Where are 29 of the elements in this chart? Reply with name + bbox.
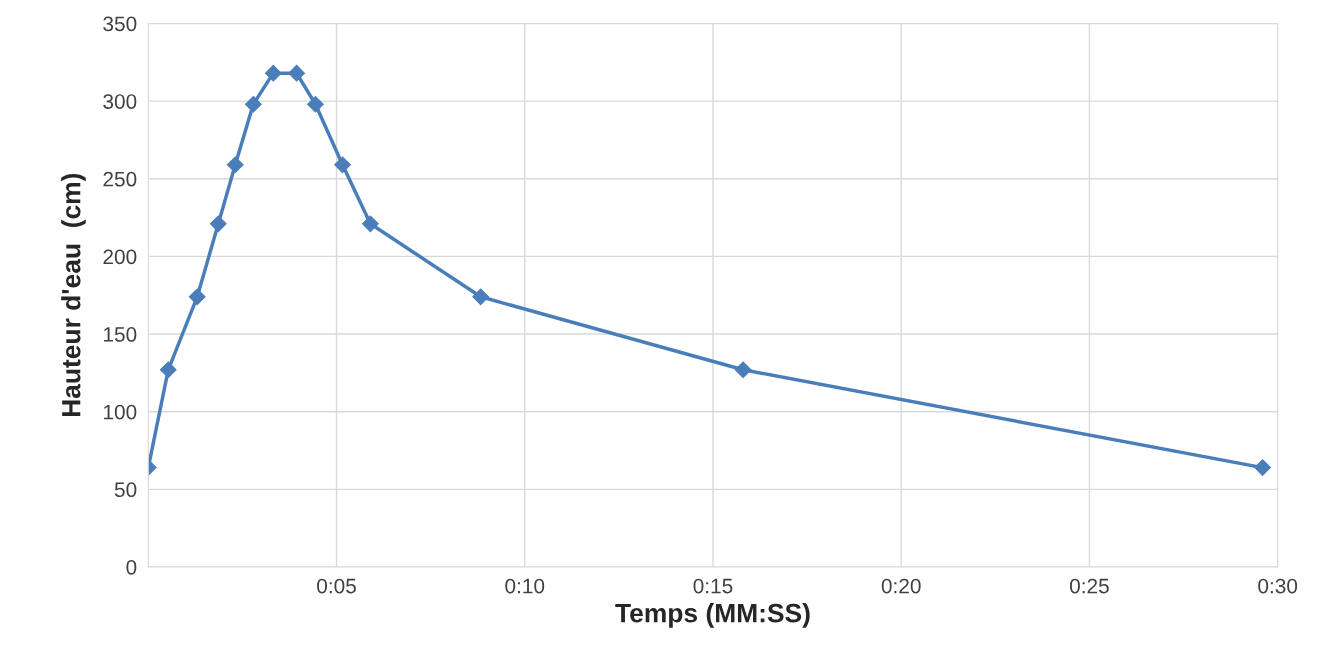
x-tick-label: 0:25 <box>1069 578 1109 594</box>
y-tick-label: 100 <box>104 404 137 420</box>
point <box>188 288 206 306</box>
x-tick-label: 0:15 <box>693 578 733 594</box>
x-tick-label: 0:30 <box>1258 578 1298 594</box>
y-tick-label: 300 <box>103 94 137 109</box>
y-tick-label: 0 <box>126 560 137 575</box>
y-axis-title: Hauteur d'eau (cm) <box>61 173 86 417</box>
y-tick-label: 350 <box>103 16 137 32</box>
point <box>334 156 351 174</box>
y-tick-label: 200 <box>103 249 137 265</box>
x-axis-title: Temps (MM:SS) <box>615 603 810 628</box>
point <box>1254 459 1271 476</box>
point <box>159 361 177 379</box>
point <box>362 215 379 233</box>
point <box>244 95 262 113</box>
point <box>209 215 227 233</box>
point <box>226 156 244 174</box>
point <box>734 361 752 379</box>
x-tick-label: 0:10 <box>505 578 545 594</box>
x-tick-label: 0:05 <box>317 578 356 594</box>
point <box>472 288 490 306</box>
y-tick-label: 150 <box>104 327 137 342</box>
point <box>288 64 305 82</box>
point <box>307 95 324 113</box>
x-tick-label: 0:20 <box>881 578 921 594</box>
point <box>264 64 282 82</box>
y-tick-label: 50 <box>114 482 137 498</box>
y-tick-label: 250 <box>103 171 137 187</box>
